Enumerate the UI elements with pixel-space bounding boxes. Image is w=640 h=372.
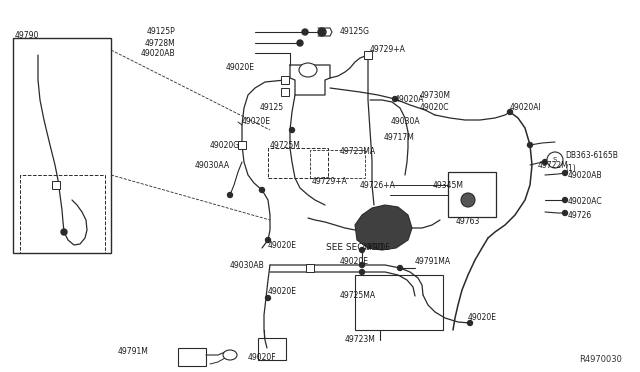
Bar — [448, 172, 496, 217]
Bar — [268, 148, 328, 178]
Bar — [310, 150, 365, 178]
Bar — [52, 181, 60, 189]
Text: 49729+A: 49729+A — [312, 177, 348, 186]
Circle shape — [543, 160, 547, 164]
Bar — [355, 275, 443, 330]
Text: 49725MA: 49725MA — [340, 291, 376, 299]
Text: 49763: 49763 — [456, 218, 480, 227]
Ellipse shape — [223, 350, 237, 360]
Polygon shape — [355, 205, 412, 250]
Text: 49722M: 49722M — [538, 160, 569, 170]
Text: 49020E: 49020E — [226, 64, 255, 73]
Bar — [258, 338, 286, 360]
Text: 49020E: 49020E — [340, 257, 369, 266]
Circle shape — [360, 269, 365, 275]
Bar — [20, 175, 105, 253]
Text: 49020AI: 49020AI — [510, 103, 541, 112]
Text: 49020E: 49020E — [362, 244, 391, 253]
Circle shape — [318, 28, 326, 36]
Text: 49030AB: 49030AB — [230, 260, 265, 269]
Text: 49030A: 49030A — [390, 118, 420, 126]
Text: 49723MA: 49723MA — [340, 148, 376, 157]
Circle shape — [61, 229, 67, 235]
Text: 49125G: 49125G — [340, 28, 370, 36]
Text: 49728M: 49728M — [144, 38, 175, 48]
Bar — [13, 38, 111, 253]
Circle shape — [302, 29, 308, 35]
Text: 49020C: 49020C — [420, 103, 449, 112]
Bar — [306, 264, 314, 272]
Circle shape — [297, 40, 303, 46]
Text: 49020G: 49020G — [210, 141, 240, 150]
Circle shape — [266, 295, 271, 301]
Circle shape — [227, 192, 232, 198]
Circle shape — [527, 142, 532, 148]
Circle shape — [508, 109, 513, 115]
Text: 49020F: 49020F — [248, 353, 276, 362]
Text: 49730M: 49730M — [420, 90, 451, 99]
Text: 49791MA: 49791MA — [415, 257, 451, 266]
Ellipse shape — [547, 152, 563, 168]
Text: 49020AC: 49020AC — [568, 198, 603, 206]
Text: 49020A: 49020A — [395, 94, 424, 103]
Circle shape — [259, 187, 264, 192]
Circle shape — [563, 170, 568, 176]
Bar — [364, 51, 372, 59]
Bar — [238, 141, 246, 149]
Ellipse shape — [461, 193, 475, 207]
Text: 49020E: 49020E — [242, 118, 271, 126]
Bar — [281, 88, 289, 96]
Ellipse shape — [299, 63, 317, 77]
Circle shape — [360, 263, 365, 267]
Circle shape — [289, 128, 294, 132]
Text: 49030AA: 49030AA — [195, 160, 230, 170]
Text: 49726+A: 49726+A — [359, 180, 395, 189]
Bar — [281, 76, 289, 84]
Circle shape — [563, 211, 568, 215]
Text: 49020E: 49020E — [268, 288, 297, 296]
Text: 49020AB: 49020AB — [140, 48, 175, 58]
Text: 49020E: 49020E — [468, 314, 497, 323]
Circle shape — [360, 247, 365, 253]
Text: S: S — [553, 157, 557, 163]
Text: 49790: 49790 — [15, 31, 40, 39]
Text: (1): (1) — [565, 164, 576, 173]
Text: SEE SEC 490: SEE SEC 490 — [326, 244, 384, 253]
Text: 49020E: 49020E — [268, 241, 297, 250]
Text: 49717M: 49717M — [384, 132, 415, 141]
Text: DB363-6165B: DB363-6165B — [565, 151, 618, 160]
Bar — [178, 348, 206, 366]
Text: R4970030: R4970030 — [579, 356, 622, 365]
Text: 49729+A: 49729+A — [370, 45, 406, 55]
Circle shape — [392, 96, 397, 102]
Text: 49125P: 49125P — [147, 28, 175, 36]
Text: 49020AB: 49020AB — [568, 170, 603, 180]
Text: 49726: 49726 — [568, 211, 592, 219]
Circle shape — [467, 321, 472, 326]
Circle shape — [397, 266, 403, 270]
Text: 49723M: 49723M — [344, 336, 376, 344]
Text: 49791M: 49791M — [117, 347, 148, 356]
Circle shape — [563, 198, 568, 202]
Circle shape — [266, 237, 271, 243]
Text: 49345M: 49345M — [433, 180, 463, 189]
Text: 49725M: 49725M — [270, 141, 301, 150]
Text: 49125: 49125 — [260, 103, 284, 112]
